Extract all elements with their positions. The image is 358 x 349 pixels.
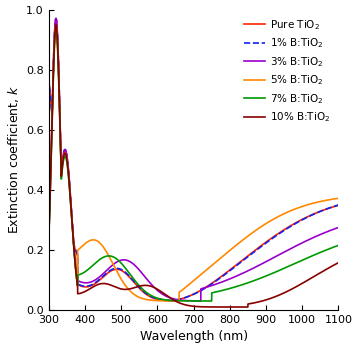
Pure TiO$_2$	[180, 297, 184, 301]
5% B:TiO$_2$	[275, 215, 279, 219]
1% B:TiO$_2$	[180, 296, 184, 300]
Line: 5% B:TiO$_2$: 5% B:TiO$_2$	[49, 24, 338, 301]
X-axis label: Wavelength (nm): Wavelength (nm)	[140, 331, 248, 343]
1% B:TiO$_2$	[336, 203, 340, 207]
10% B:TiO$_2$	[336, 261, 340, 265]
1% B:TiO$_2$	[275, 233, 279, 237]
5% B:TiO$_2$	[188, 282, 192, 286]
1% B:TiO$_2$	[188, 294, 192, 298]
7% B:TiO$_2$	[328, 246, 333, 251]
7% B:TiO$_2$	[54, 29, 58, 33]
Line: 3% B:TiO$_2$: 3% B:TiO$_2$	[49, 18, 338, 301]
Line: 7% B:TiO$_2$: 7% B:TiO$_2$	[49, 31, 338, 301]
5% B:TiO$_2$	[177, 299, 181, 303]
10% B:TiO$_2$	[47, 237, 51, 241]
Pure TiO$_2$	[336, 203, 340, 207]
1% B:TiO$_2$	[173, 299, 178, 303]
10% B:TiO$_2$	[188, 304, 192, 308]
7% B:TiO$_2$	[47, 238, 51, 243]
Pure TiO$_2$	[62, 151, 66, 155]
3% B:TiO$_2$	[328, 228, 332, 232]
7% B:TiO$_2$	[180, 299, 184, 303]
3% B:TiO$_2$	[180, 298, 184, 302]
5% B:TiO$_2$	[62, 154, 66, 158]
Line: 10% B:TiO$_2$: 10% B:TiO$_2$	[49, 24, 338, 307]
5% B:TiO$_2$	[47, 237, 51, 241]
3% B:TiO$_2$	[188, 299, 192, 303]
3% B:TiO$_2$	[336, 225, 340, 230]
Pure TiO$_2$	[188, 294, 192, 298]
5% B:TiO$_2$	[54, 22, 58, 27]
Pure TiO$_2$	[173, 299, 178, 303]
10% B:TiO$_2$	[328, 265, 333, 269]
7% B:TiO$_2$	[209, 299, 214, 303]
7% B:TiO$_2$	[188, 299, 192, 303]
10% B:TiO$_2$	[328, 265, 332, 269]
1% B:TiO$_2$	[54, 16, 58, 21]
10% B:TiO$_2$	[246, 305, 250, 309]
10% B:TiO$_2$	[62, 154, 66, 158]
Pure TiO$_2$	[47, 76, 51, 80]
Legend: Pure TiO$_2$, 1% B:TiO$_2$, 3% B:TiO$_2$, 5% B:TiO$_2$, 7% B:TiO$_2$, 10% B:TiO$: Pure TiO$_2$, 1% B:TiO$_2$, 3% B:TiO$_2$…	[241, 15, 333, 127]
7% B:TiO$_2$	[336, 243, 340, 247]
10% B:TiO$_2$	[180, 302, 184, 306]
7% B:TiO$_2$	[62, 158, 66, 162]
Pure TiO$_2$	[328, 206, 333, 210]
Y-axis label: Extinction coefficient, $k$: Extinction coefficient, $k$	[6, 85, 20, 235]
Pure TiO$_2$	[275, 232, 279, 236]
3% B:TiO$_2$	[199, 299, 203, 303]
Line: 1% B:TiO$_2$: 1% B:TiO$_2$	[49, 18, 338, 301]
10% B:TiO$_2$	[54, 22, 58, 27]
3% B:TiO$_2$	[62, 151, 66, 155]
10% B:TiO$_2$	[275, 294, 279, 298]
7% B:TiO$_2$	[275, 269, 279, 274]
3% B:TiO$_2$	[328, 228, 333, 232]
1% B:TiO$_2$	[328, 206, 333, 210]
5% B:TiO$_2$	[180, 288, 184, 292]
5% B:TiO$_2$	[328, 198, 332, 202]
Line: Pure TiO$_2$: Pure TiO$_2$	[49, 18, 338, 301]
3% B:TiO$_2$	[47, 235, 51, 239]
3% B:TiO$_2$	[54, 16, 58, 21]
Pure TiO$_2$	[54, 16, 58, 21]
1% B:TiO$_2$	[328, 206, 332, 210]
5% B:TiO$_2$	[336, 196, 340, 200]
7% B:TiO$_2$	[328, 246, 332, 251]
5% B:TiO$_2$	[328, 198, 333, 202]
1% B:TiO$_2$	[62, 151, 66, 155]
1% B:TiO$_2$	[47, 76, 51, 80]
3% B:TiO$_2$	[275, 254, 279, 258]
Pure TiO$_2$	[328, 206, 332, 210]
